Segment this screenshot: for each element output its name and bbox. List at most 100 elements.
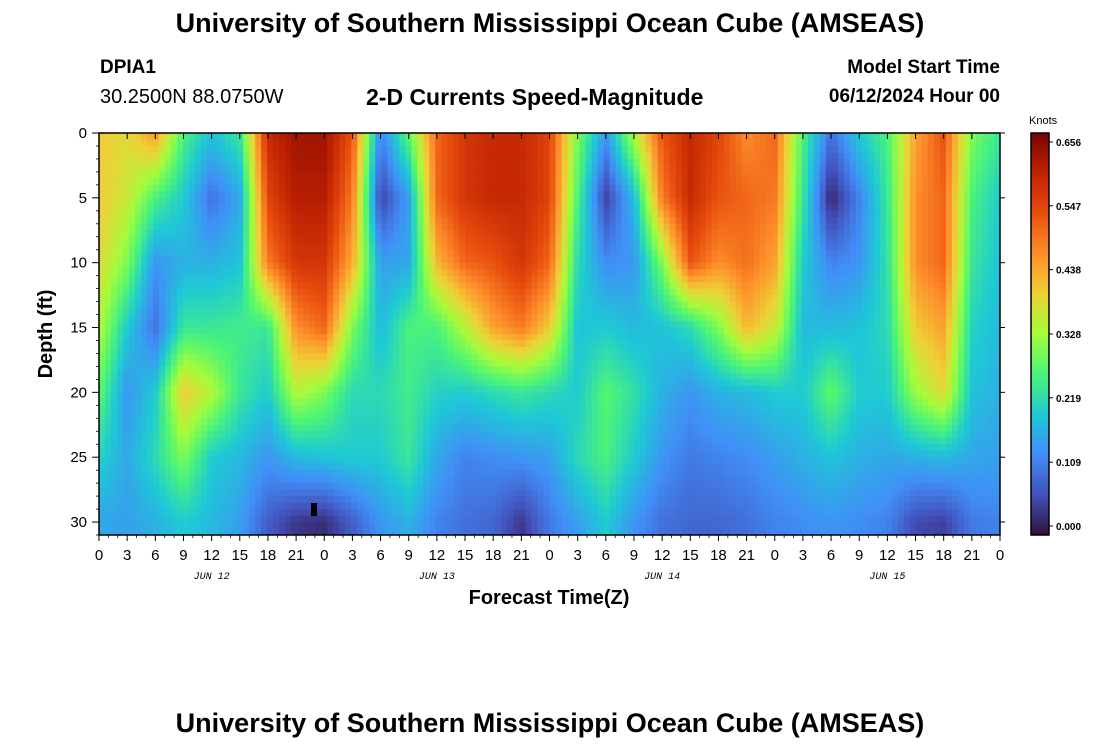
heatmap-cell	[153, 191, 160, 199]
heatmap-cell	[255, 321, 262, 329]
heatmap-cell	[459, 217, 467, 225]
heatmap-cell	[189, 457, 196, 465]
heatmap-cell	[273, 359, 280, 368]
heatmap-cell	[399, 405, 406, 413]
heatmap-cell	[219, 210, 226, 218]
heatmap-cell	[519, 502, 527, 510]
heatmap-cell	[489, 353, 497, 361]
heatmap-cell	[471, 288, 479, 296]
heatmap-cell	[429, 359, 436, 368]
heatmap-cell	[159, 139, 166, 147]
heatmap-cell	[399, 158, 406, 167]
heatmap-cell	[555, 424, 563, 432]
heatmap-cell	[309, 489, 316, 497]
heatmap-cell	[141, 502, 148, 510]
heatmap-cell	[477, 295, 485, 303]
heatmap-cell	[495, 470, 503, 478]
heatmap-cell	[339, 210, 346, 218]
heatmap-cell	[429, 372, 436, 380]
heatmap-cell	[537, 184, 545, 192]
heatmap-cell	[453, 327, 460, 335]
heatmap-cell	[261, 301, 268, 309]
heatmap-cell	[147, 269, 154, 277]
heatmap-cell	[543, 353, 551, 361]
heatmap-cell	[507, 463, 515, 471]
heatmap-cell	[99, 340, 106, 348]
heatmap-cell	[351, 139, 358, 147]
heatmap-cell	[117, 405, 124, 413]
heatmap-cell	[375, 210, 382, 218]
heatmap-cell	[219, 171, 226, 179]
heatmap-cell	[477, 515, 485, 523]
heatmap-cell	[423, 178, 430, 186]
heatmap-cell	[327, 522, 334, 530]
heatmap-cell	[417, 372, 424, 380]
heatmap-cell	[315, 392, 322, 400]
heatmap-cell	[549, 359, 557, 368]
heatmap-cell	[219, 223, 226, 231]
heatmap-cell	[201, 372, 208, 380]
heatmap-cell	[477, 191, 485, 199]
heatmap-cell	[471, 450, 479, 458]
heatmap-cell	[321, 243, 328, 251]
heatmap-cell	[303, 424, 310, 432]
heatmap-cell	[273, 398, 280, 406]
heatmap-cell	[177, 340, 184, 348]
heatmap-cell	[285, 275, 292, 283]
heatmap-cell	[441, 372, 448, 380]
heatmap-cell	[501, 463, 509, 471]
heatmap-cell	[111, 223, 118, 231]
heatmap-cell	[549, 133, 557, 141]
heatmap-cell	[291, 334, 298, 342]
heatmap-cell	[297, 496, 304, 504]
heatmap-cell	[165, 424, 172, 432]
heatmap-cell	[489, 197, 497, 205]
heatmap-cell	[369, 321, 376, 329]
heatmap-cell	[237, 418, 244, 426]
heatmap-cell	[561, 321, 569, 329]
heatmap-cell	[279, 470, 286, 478]
heatmap-cell	[267, 424, 274, 432]
heatmap-cell	[345, 353, 352, 361]
heatmap-cell	[195, 496, 202, 504]
heatmap-cell	[441, 353, 448, 361]
heatmap-cell	[321, 197, 328, 205]
heatmap-cell	[561, 210, 569, 218]
heatmap-cell	[339, 437, 346, 445]
heatmap-cell	[111, 269, 118, 277]
heatmap-cell	[99, 470, 106, 478]
heatmap-cell	[501, 405, 509, 413]
heatmap-cell	[381, 411, 388, 419]
heatmap-cell	[291, 256, 298, 264]
heatmap-cell	[123, 321, 130, 329]
heatmap-cell	[369, 243, 376, 251]
heatmap-cell	[327, 509, 334, 517]
heatmap-cell	[303, 236, 310, 244]
heatmap-cell	[429, 385, 436, 393]
heatmap-cell	[99, 133, 106, 141]
heatmap-cell	[195, 359, 202, 368]
heatmap-cell	[333, 431, 340, 439]
heatmap-cell	[141, 217, 148, 225]
heatmap-cell	[369, 483, 376, 491]
heatmap-cell	[99, 509, 106, 517]
heatmap-cell	[159, 301, 166, 309]
heatmap-cell	[375, 502, 382, 510]
heatmap-cell	[441, 405, 448, 413]
heatmap-cell	[159, 385, 166, 393]
heatmap-cell	[369, 437, 376, 445]
heatmap-cell	[567, 288, 575, 296]
heatmap-cell	[225, 158, 232, 167]
heatmap-cell	[141, 398, 148, 406]
heatmap-cell	[177, 334, 184, 342]
heatmap-cell	[537, 411, 545, 419]
heatmap-cell	[189, 483, 196, 491]
heatmap-cell	[375, 301, 382, 309]
heatmap-cell	[195, 366, 202, 374]
heatmap-cell	[189, 230, 196, 238]
heatmap-cell	[447, 282, 454, 290]
heatmap-cell	[99, 184, 106, 192]
heatmap-cell	[381, 256, 388, 264]
heatmap-cell	[237, 366, 244, 374]
heatmap-cell	[363, 418, 370, 426]
